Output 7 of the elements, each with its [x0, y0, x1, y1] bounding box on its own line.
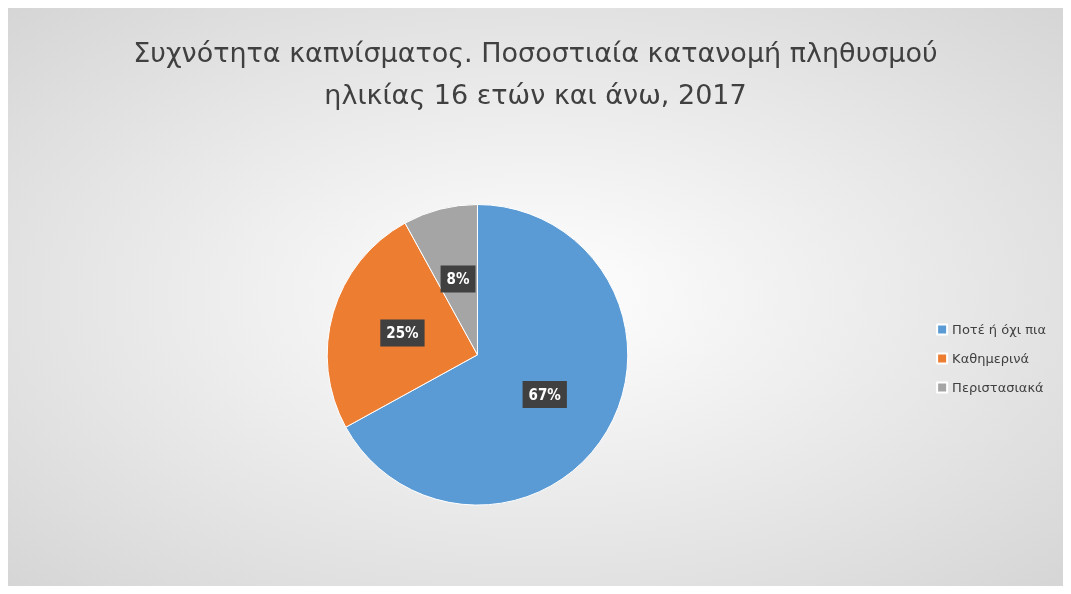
chart-title: Συχνότητα καπνίσματος. Ποσοστιαία κατανομή πληθυσμού ηλικίας 16 ετών και άνω, 2017 [133, 36, 938, 110]
legend-label: Καθημερινά [952, 351, 1030, 366]
legend-label: Ποτέ ή όχι πια [952, 322, 1047, 337]
data-label: 8% [446, 270, 470, 289]
data-label: 67% [528, 385, 562, 404]
data-label: 25% [386, 324, 420, 342]
legend-label: Περιστασιακά [952, 380, 1044, 395]
